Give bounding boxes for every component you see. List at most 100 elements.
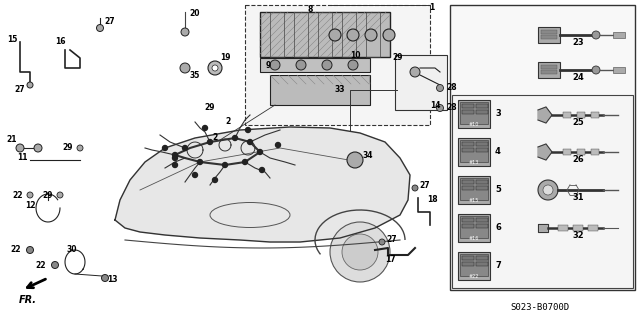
Bar	[476, 262, 488, 266]
Bar	[270, 75, 370, 105]
Circle shape	[296, 60, 306, 70]
Text: 12: 12	[25, 201, 35, 210]
Bar	[245, 5, 430, 125]
Text: 24: 24	[572, 73, 584, 82]
Text: #22: #22	[469, 273, 479, 278]
Circle shape	[330, 222, 390, 282]
Text: #10: #10	[469, 122, 479, 127]
Bar	[613, 67, 625, 73]
Text: 29: 29	[43, 190, 53, 199]
Bar	[563, 149, 571, 155]
Circle shape	[27, 192, 33, 198]
Bar	[476, 148, 488, 152]
Bar	[577, 112, 585, 118]
Circle shape	[347, 29, 359, 41]
Bar	[558, 225, 568, 231]
Text: 7: 7	[495, 262, 500, 271]
Text: 6: 6	[495, 224, 501, 233]
Text: 22: 22	[13, 190, 23, 199]
Text: 4: 4	[495, 147, 501, 157]
Circle shape	[207, 139, 212, 145]
Bar	[462, 142, 474, 146]
Text: 34: 34	[363, 151, 373, 160]
Bar	[462, 262, 474, 266]
Circle shape	[436, 85, 444, 92]
Text: 11: 11	[17, 153, 28, 162]
Text: 29: 29	[63, 144, 73, 152]
Bar	[460, 178, 488, 200]
Bar	[577, 149, 585, 155]
Text: 22: 22	[36, 261, 46, 270]
Circle shape	[34, 144, 42, 152]
Circle shape	[538, 180, 558, 200]
Bar	[458, 176, 490, 204]
Text: 8: 8	[307, 5, 313, 14]
Bar	[538, 62, 560, 78]
Circle shape	[257, 150, 262, 154]
Text: 9: 9	[266, 61, 271, 70]
Text: 5: 5	[495, 186, 501, 195]
Text: 26: 26	[572, 155, 584, 164]
Polygon shape	[538, 144, 552, 160]
Circle shape	[181, 28, 189, 36]
Text: 27: 27	[15, 85, 26, 94]
Bar	[460, 254, 488, 276]
Bar	[476, 142, 488, 146]
Circle shape	[365, 29, 377, 41]
Bar	[450, 5, 635, 290]
Bar	[366, 12, 380, 57]
Text: 17: 17	[385, 256, 396, 264]
Bar	[458, 100, 490, 128]
Bar	[462, 148, 474, 152]
Circle shape	[275, 143, 280, 147]
Circle shape	[163, 145, 168, 151]
Bar	[318, 12, 332, 57]
Bar	[613, 32, 625, 38]
Text: 15: 15	[7, 35, 17, 44]
Circle shape	[259, 167, 264, 173]
Text: 14: 14	[429, 100, 440, 109]
Text: 32: 32	[572, 231, 584, 240]
Bar	[460, 140, 488, 162]
Text: 18: 18	[427, 196, 437, 204]
Bar	[541, 30, 557, 34]
Bar	[342, 12, 356, 57]
Bar	[462, 104, 474, 108]
Bar	[588, 225, 598, 231]
Circle shape	[26, 247, 33, 254]
Circle shape	[383, 29, 395, 41]
Circle shape	[212, 177, 218, 182]
Circle shape	[77, 145, 83, 151]
Bar	[476, 256, 488, 260]
Circle shape	[180, 63, 190, 73]
Circle shape	[173, 162, 177, 167]
Bar	[541, 70, 557, 74]
Circle shape	[410, 67, 420, 77]
Bar	[260, 58, 370, 72]
Bar	[573, 225, 583, 231]
Bar	[462, 110, 474, 114]
Text: 20: 20	[189, 10, 200, 19]
Bar	[476, 224, 488, 228]
Bar	[260, 12, 390, 57]
Bar	[460, 102, 488, 124]
Circle shape	[182, 145, 188, 151]
Circle shape	[592, 31, 600, 39]
Bar	[462, 218, 474, 222]
Circle shape	[223, 162, 227, 167]
Bar	[462, 224, 474, 228]
Circle shape	[51, 262, 58, 269]
Text: 10: 10	[349, 50, 360, 60]
Circle shape	[173, 152, 177, 158]
Circle shape	[592, 66, 600, 74]
Bar	[591, 112, 599, 118]
Bar	[541, 35, 557, 39]
Bar	[541, 65, 557, 69]
Text: 23: 23	[572, 38, 584, 47]
Bar	[294, 12, 308, 57]
Circle shape	[348, 60, 358, 70]
Circle shape	[16, 144, 24, 152]
Text: 27: 27	[420, 181, 430, 189]
Circle shape	[212, 65, 218, 71]
Bar	[476, 186, 488, 190]
